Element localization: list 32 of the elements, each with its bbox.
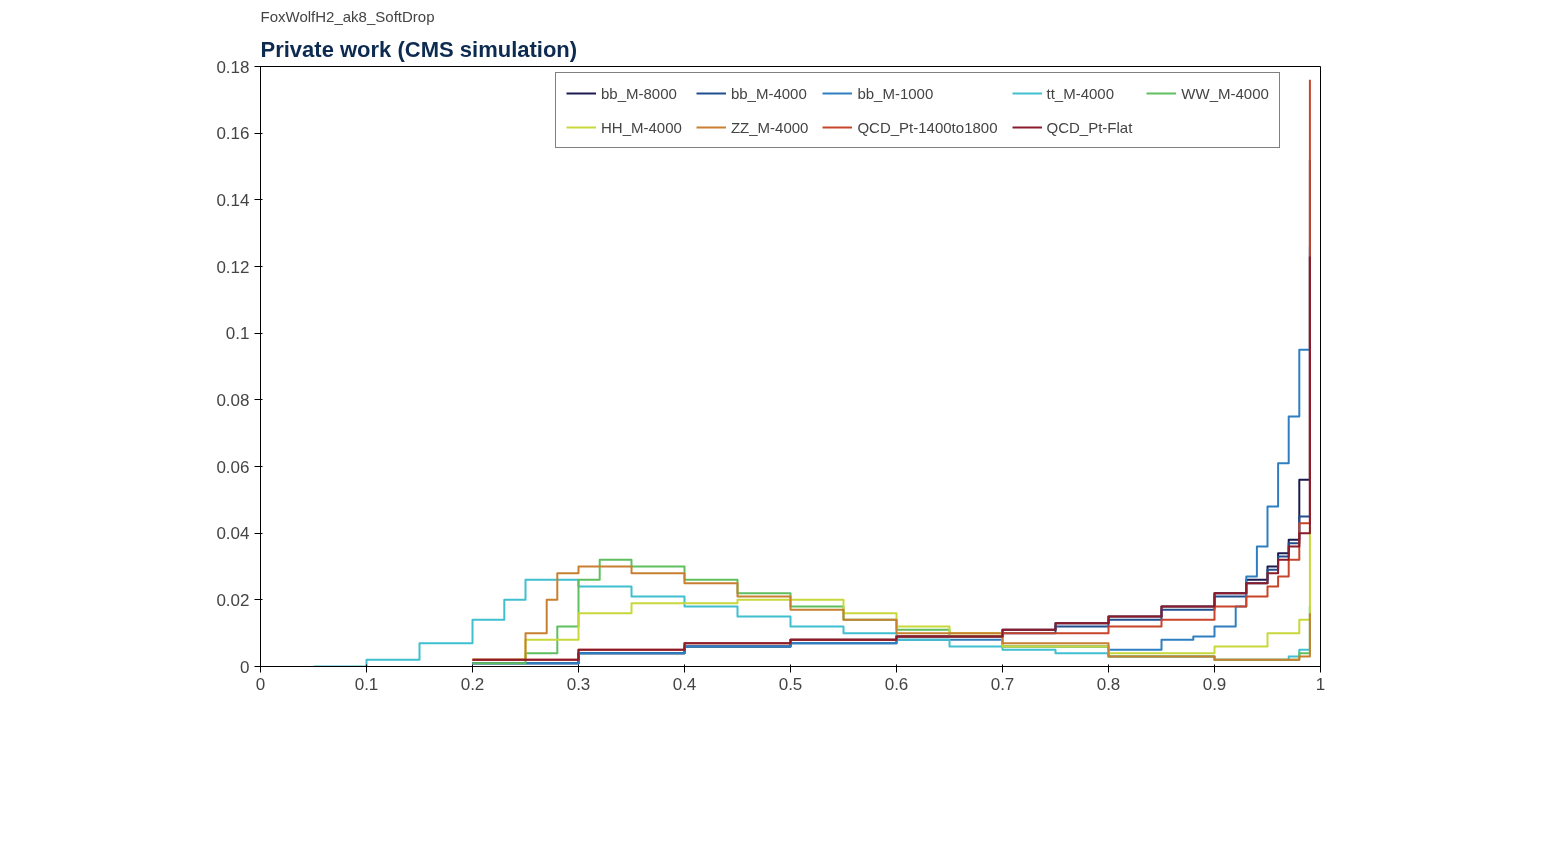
legend-label: HH_M-4000 <box>601 118 682 136</box>
x-tick-label: 0.6 <box>884 674 909 694</box>
x-tick-label: 1 <box>1315 674 1326 694</box>
x-tick-label: 0.8 <box>1096 674 1121 694</box>
x-tick-label: 0.2 <box>460 674 485 694</box>
y-tick-label: 0.18 <box>216 57 250 77</box>
y-tick-label: 0.14 <box>216 190 250 210</box>
legend-label: QCD_Pt-1400to1800 <box>857 118 998 136</box>
x-tick-label: 0 <box>255 674 266 694</box>
legend-label: QCD_Pt-Flat <box>1046 118 1133 136</box>
x-tick-label: 0.1 <box>354 674 379 694</box>
legend-label: ZZ_M-4000 <box>730 118 809 136</box>
x-tick-label: 0.4 <box>672 674 697 694</box>
legend-label: bb_M-4000 <box>730 84 807 102</box>
y-tick-label: 0.1 <box>225 324 250 344</box>
y-tick-label: 0.02 <box>216 590 250 610</box>
text: Private work (CMS simulation) <box>260 36 578 62</box>
y-tick-label: 0.08 <box>216 390 250 410</box>
chart-title: FoxWolfH2_ak8_SoftDrop <box>260 7 435 25</box>
y-tick-label: 0.16 <box>216 124 250 144</box>
legend-label: tt_M-4000 <box>1046 84 1115 102</box>
y-tick-label: 0.06 <box>216 457 250 477</box>
legend-label: WW_M-4000 <box>1181 84 1269 102</box>
x-tick-label: 0.5 <box>778 674 803 694</box>
x-tick-label: 0.3 <box>566 674 591 694</box>
x-tick-label: 0.9 <box>1202 674 1227 694</box>
legend-label: bb_M-1000 <box>857 84 934 102</box>
x-tick-label: 0.7 <box>990 674 1015 694</box>
y-tick-label: 0.12 <box>216 257 250 277</box>
y-tick-label: 0.04 <box>216 524 250 544</box>
y-tick-label: 0 <box>240 657 250 677</box>
legend-label: bb_M-8000 <box>601 84 677 102</box>
